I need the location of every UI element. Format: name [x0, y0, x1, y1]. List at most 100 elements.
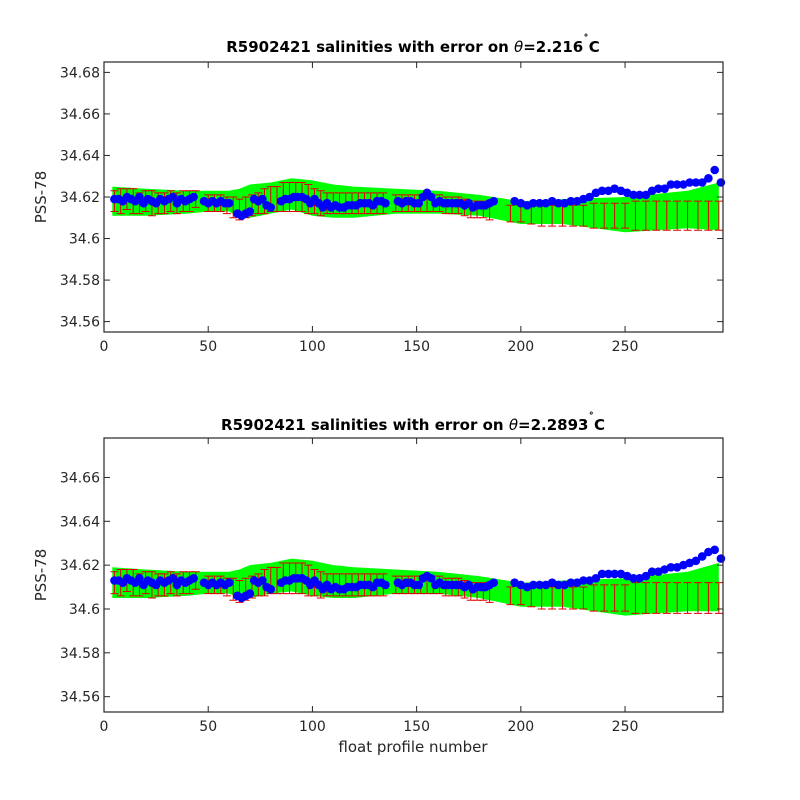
data-point: [604, 569, 613, 579]
x-tick-label: 150: [403, 339, 430, 355]
data-point: [266, 584, 276, 594]
error-bar: [600, 202, 609, 229]
y-tick-label: 34.6: [69, 232, 100, 248]
axes-box: [103, 437, 724, 713]
x-ticks: 0 50 100 150 200 250: [100, 62, 639, 355]
data-point: [245, 207, 255, 216]
x-tick-label: 0: [100, 339, 109, 355]
data-point: [666, 180, 676, 189]
y-tick-label: 34.62: [60, 190, 100, 206]
data-point: [224, 578, 234, 587]
data-point: [135, 192, 144, 202]
data-point: [704, 174, 713, 183]
data-point: [245, 589, 255, 598]
data-point: [135, 574, 144, 583]
y-tick-label: 34.58: [60, 646, 100, 662]
x-tick-label: 200: [507, 339, 534, 355]
data-point: [710, 545, 719, 555]
data-point: [660, 184, 669, 193]
data-point: [381, 198, 390, 208]
error-bar: [704, 582, 713, 614]
x-tick-label: 50: [199, 719, 217, 735]
data-points-layer: [110, 545, 726, 603]
y-axis-label: PSS-78: [32, 171, 50, 224]
data-points-layer: [110, 165, 726, 220]
data-point: [610, 569, 619, 579]
data-point: [489, 196, 499, 206]
chart-panel-top: R5902421 salinities with error on θ=2.21…: [32, 33, 726, 355]
data-point: [566, 196, 576, 206]
data-point: [629, 190, 638, 200]
data-point: [168, 192, 178, 202]
data-point: [554, 580, 563, 590]
chart-panel-bottom: R5902421 salinities with error on θ=2.28…: [32, 411, 726, 756]
error-bar: [714, 200, 723, 231]
data-point: [414, 580, 424, 590]
y-axis-label: PSS-78: [32, 549, 50, 602]
data-point: [535, 580, 544, 590]
error-bar: [579, 586, 588, 610]
data-point: [691, 178, 701, 187]
error-bar: [683, 200, 692, 231]
data-point: [691, 556, 701, 566]
error-bar: [621, 584, 630, 612]
data-point: [168, 574, 178, 583]
x-tick-label: 100: [299, 339, 326, 355]
x-axis-label: float profile number: [338, 738, 488, 756]
data-point: [381, 580, 390, 590]
data-point: [426, 192, 436, 202]
error-bar: [621, 202, 630, 229]
data-point: [666, 563, 676, 572]
error-bar: [683, 582, 692, 614]
error-bar: [600, 584, 609, 612]
data-point: [647, 567, 657, 576]
error-bar: [610, 202, 619, 229]
x-tick-label: 0: [100, 719, 109, 735]
y-tick-label: 34.56: [60, 690, 100, 706]
error-bar: [506, 586, 515, 606]
y-tick-label: 34.66: [60, 107, 100, 123]
error-bar: [673, 582, 682, 614]
data-point: [591, 574, 601, 583]
data-point: [597, 186, 607, 196]
y-tick-label: 34.58: [60, 273, 100, 289]
error-bar: [693, 200, 702, 231]
error-bar: [610, 584, 619, 612]
error-bar: [673, 200, 682, 231]
error-bar: [714, 582, 723, 614]
x-tick-label: 100: [299, 719, 326, 735]
data-point: [697, 178, 707, 187]
data-point: [710, 165, 719, 175]
data-point: [585, 192, 594, 202]
y-tick-label: 34.66: [60, 470, 100, 486]
error-bar: [568, 586, 577, 610]
data-point: [672, 180, 682, 189]
error-bar: [693, 582, 702, 614]
y-ticks: 34.56 34.58 34.6 34.62 34.64 34.66 34.68: [60, 65, 723, 331]
y-tick-label: 34.64: [60, 148, 100, 164]
x-tick-label: 250: [612, 339, 639, 355]
chart-title: R5902421 salinities with error on θ=2.21…: [226, 33, 600, 56]
error-bar: [662, 582, 671, 614]
error-bar: [589, 584, 598, 612]
y-tick-label: 34.56: [60, 315, 100, 331]
y-tick-label: 34.62: [60, 558, 100, 574]
error-bar: [631, 200, 640, 231]
data-point: [189, 192, 198, 202]
y-tick-label: 34.68: [60, 65, 100, 81]
error-bar: [631, 582, 640, 614]
data-point: [535, 198, 544, 208]
x-tick-label: 50: [199, 339, 217, 355]
data-point: [716, 178, 726, 187]
data-point: [189, 574, 198, 583]
data-point: [629, 574, 638, 583]
error-bar: [652, 582, 661, 614]
data-point: [716, 554, 726, 563]
x-tick-label: 200: [507, 719, 534, 735]
error-bar: [506, 204, 515, 223]
data-point: [426, 574, 436, 583]
data-point: [529, 580, 538, 590]
x-tick-label: 250: [612, 719, 639, 735]
data-point: [258, 194, 267, 204]
